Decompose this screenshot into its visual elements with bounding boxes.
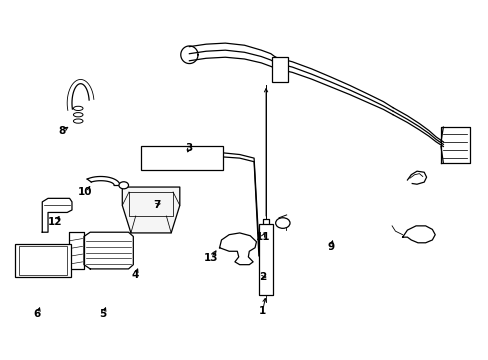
Bar [141, 146, 223, 170]
Polygon shape [219, 233, 256, 265]
Text: 6: 6 [34, 309, 41, 319]
Text: 7: 7 [153, 200, 161, 210]
Text: 2: 2 [259, 272, 266, 282]
Text: 3: 3 [185, 143, 193, 153]
Circle shape [275, 218, 289, 228]
Bar [19, 246, 67, 275]
Ellipse shape [73, 119, 83, 123]
Text: 4: 4 [131, 270, 139, 280]
Text: 12: 12 [48, 217, 62, 227]
Text: 5: 5 [99, 309, 106, 319]
Ellipse shape [73, 106, 83, 111]
Polygon shape [402, 226, 434, 243]
Ellipse shape [73, 113, 83, 117]
Text: 9: 9 [326, 242, 334, 252]
Text: 8: 8 [59, 126, 66, 136]
Polygon shape [122, 187, 180, 233]
Text: 11: 11 [255, 232, 269, 242]
Bar [16, 243, 70, 277]
Ellipse shape [119, 182, 128, 189]
Bar [272, 57, 287, 82]
Text: 1: 1 [259, 306, 266, 315]
Text: 13: 13 [203, 253, 218, 263]
Bar [258, 224, 273, 294]
Text: 10: 10 [78, 187, 92, 197]
